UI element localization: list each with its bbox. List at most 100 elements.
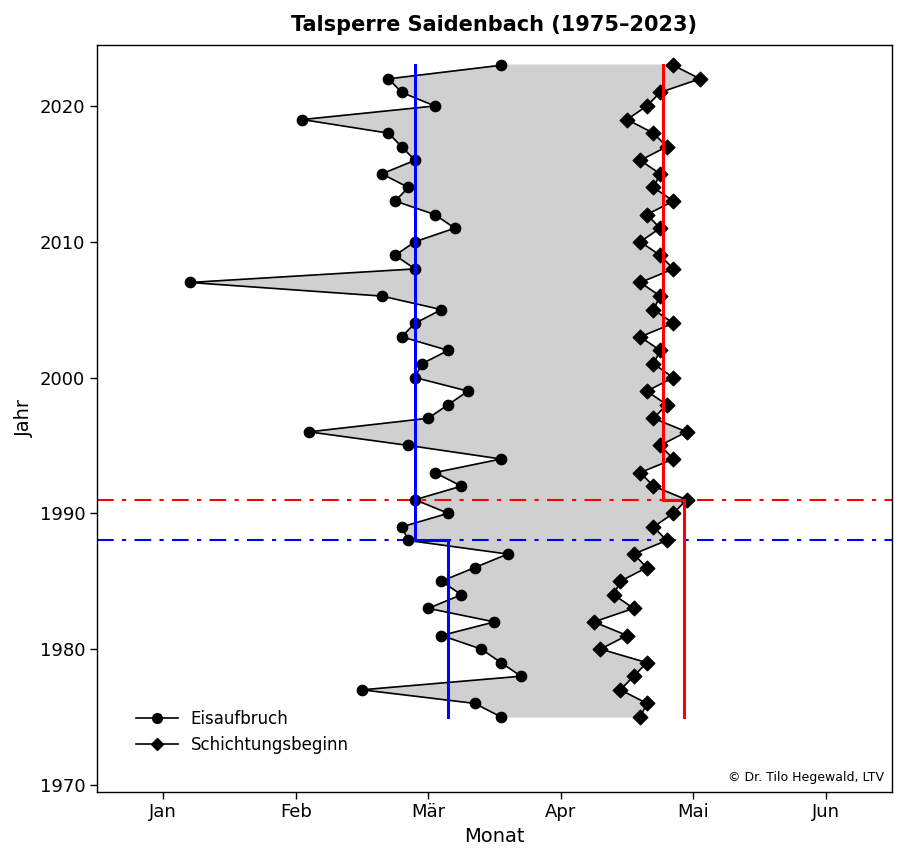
Point: [639, 656, 654, 670]
Point: [395, 85, 409, 99]
Point: [421, 602, 435, 616]
Point: [494, 452, 509, 466]
Point: [182, 276, 197, 289]
Point: [427, 466, 442, 480]
Point: [421, 412, 435, 425]
Point: [587, 615, 601, 629]
Point: [647, 181, 661, 195]
Point: [647, 520, 661, 534]
Point: [627, 547, 641, 561]
Point: [633, 330, 648, 344]
Point: [639, 561, 654, 574]
Point: [666, 59, 680, 72]
Point: [401, 438, 415, 452]
Point: [679, 425, 694, 439]
Point: [441, 398, 455, 412]
Point: [653, 249, 668, 263]
Text: © Dr. Tilo Hegewald, LTV: © Dr. Tilo Hegewald, LTV: [728, 771, 884, 784]
Point: [375, 289, 389, 303]
Point: [388, 249, 403, 263]
Point: [494, 710, 509, 724]
Point: [653, 344, 668, 357]
Point: [408, 492, 423, 506]
Point: [647, 357, 661, 371]
Point: [633, 153, 648, 167]
Point: [375, 167, 389, 181]
Point: [633, 710, 648, 724]
Point: [607, 588, 621, 602]
Point: [653, 221, 668, 235]
Point: [666, 452, 680, 466]
Point: [414, 357, 429, 371]
Point: [408, 262, 423, 276]
Point: [666, 194, 680, 208]
Legend: Eisaufbruch, Schichtungsbeginn: Eisaufbruch, Schichtungsbeginn: [129, 703, 356, 761]
Point: [666, 262, 680, 276]
Point: [593, 642, 608, 656]
Point: [381, 72, 395, 86]
Point: [395, 139, 409, 153]
Point: [441, 344, 455, 357]
Point: [633, 235, 648, 249]
Point: [513, 669, 528, 683]
Point: [613, 574, 628, 588]
Point: [408, 153, 423, 167]
Point: [647, 303, 661, 317]
Point: [474, 642, 489, 656]
Point: [395, 330, 409, 344]
Point: [659, 398, 674, 412]
Point: [454, 588, 469, 602]
Point: [653, 167, 668, 181]
Point: [434, 303, 449, 317]
Point: [653, 438, 668, 452]
Point: [627, 669, 641, 683]
Point: [613, 683, 628, 697]
Point: [633, 466, 648, 480]
Point: [427, 99, 442, 113]
Point: [647, 480, 661, 493]
Point: [454, 480, 469, 493]
Point: [679, 492, 694, 506]
Point: [639, 697, 654, 710]
Point: [627, 602, 641, 616]
Point: [619, 629, 634, 642]
Point: [619, 113, 634, 127]
Point: [659, 139, 674, 153]
Point: [381, 127, 395, 140]
Point: [639, 384, 654, 398]
Point: [633, 276, 648, 289]
Y-axis label: Jahr: Jahr: [15, 400, 34, 437]
Point: [666, 506, 680, 520]
Point: [494, 59, 509, 72]
Point: [653, 289, 668, 303]
Point: [666, 370, 680, 384]
Point: [401, 534, 415, 548]
Point: [388, 194, 403, 208]
Point: [639, 208, 654, 221]
Point: [295, 113, 309, 127]
Point: [408, 370, 423, 384]
Point: [494, 656, 509, 670]
Polygon shape: [190, 65, 700, 717]
Point: [408, 316, 423, 330]
Point: [427, 208, 442, 221]
Point: [487, 615, 502, 629]
Point: [434, 629, 449, 642]
Point: [434, 574, 449, 588]
Point: [666, 316, 680, 330]
Point: [693, 72, 707, 86]
Point: [653, 85, 668, 99]
Point: [461, 384, 475, 398]
Point: [467, 561, 482, 574]
Point: [647, 127, 661, 140]
Point: [647, 412, 661, 425]
Point: [401, 181, 415, 195]
Point: [441, 506, 455, 520]
X-axis label: Monat: Monat: [464, 827, 525, 846]
Point: [501, 547, 515, 561]
Point: [395, 520, 409, 534]
Title: Talsperre Saidenbach (1975–2023): Talsperre Saidenbach (1975–2023): [291, 15, 697, 35]
Point: [659, 534, 674, 548]
Point: [408, 235, 423, 249]
Point: [467, 697, 482, 710]
